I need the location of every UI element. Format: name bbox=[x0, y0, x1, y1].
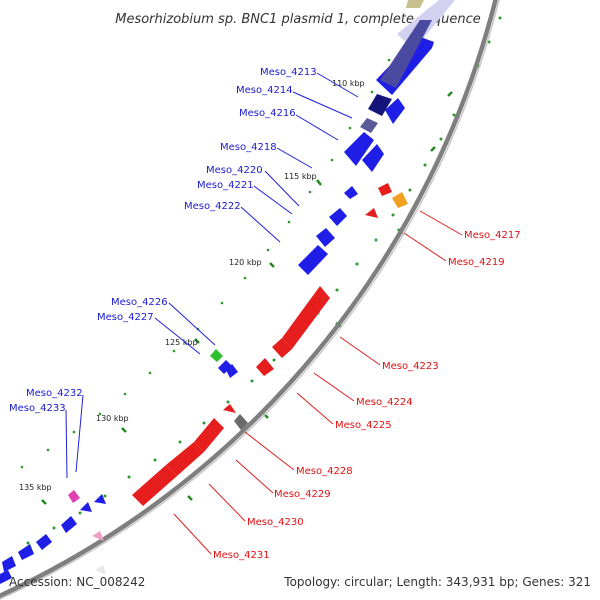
gene-arrow[interactable] bbox=[378, 183, 392, 196]
scale-label-115: 115 kbp bbox=[284, 172, 317, 181]
gene-arrow[interactable] bbox=[282, 286, 330, 349]
gene-label-meso-4224[interactable]: Meso_4224 bbox=[356, 397, 413, 408]
map-title: Mesorhizobium sp. BNC1 plasmid 1, comple… bbox=[115, 12, 481, 27]
gene-arrow[interactable] bbox=[234, 414, 248, 430]
gene-arrow[interactable] bbox=[2, 556, 16, 572]
gene-label-meso-4230[interactable]: Meso_4230 bbox=[247, 517, 304, 528]
gene-arrow[interactable] bbox=[316, 228, 335, 247]
gene-label-meso-4226[interactable]: Meso_4226 bbox=[111, 297, 168, 308]
scale-label-110: 110 kbp bbox=[332, 79, 365, 88]
rrna-block[interactable] bbox=[360, 118, 378, 133]
gene-arrow[interactable] bbox=[80, 502, 92, 512]
gene-arrow[interactable] bbox=[95, 565, 106, 575]
gene-arrow[interactable] bbox=[218, 360, 232, 374]
gene-arrow[interactable] bbox=[365, 208, 378, 218]
gene-arrow[interactable] bbox=[392, 192, 408, 208]
trna-block[interactable] bbox=[406, 0, 424, 8]
scale-label-135: 135 kbp bbox=[19, 483, 52, 492]
gene-arrow[interactable] bbox=[272, 338, 292, 358]
gene-arrow[interactable] bbox=[36, 534, 52, 550]
gene-label-meso-4217[interactable]: Meso_4217 bbox=[464, 230, 521, 241]
gene-arrow[interactable] bbox=[223, 404, 236, 413]
summary-label: Topology: circular; Length: 343,931 bp; … bbox=[283, 575, 591, 589]
gene-label-meso-4233[interactable]: Meso_4233 bbox=[9, 403, 66, 414]
gene-label-meso-4225[interactable]: Meso_4225 bbox=[335, 420, 392, 431]
rrna-block[interactable] bbox=[368, 94, 392, 116]
gene-arrow[interactable] bbox=[210, 349, 223, 362]
forward-rna-track bbox=[68, 0, 432, 503]
backbone-shadow bbox=[0, 0, 500, 600]
gene-label-meso-4229[interactable]: Meso_4229 bbox=[274, 489, 331, 500]
gene-label-meso-4222[interactable]: Meso_4222 bbox=[184, 201, 241, 212]
gene-label-meso-4228[interactable]: Meso_4228 bbox=[296, 466, 353, 477]
reverse-gene-labels bbox=[173, 210, 463, 555]
scale-label-120: 120 kbp bbox=[229, 258, 262, 267]
gene-arrow[interactable] bbox=[94, 494, 106, 504]
scale-ticks: 110 kbp 115 kbp 120 kbp 125 kbp 130 kbp … bbox=[19, 79, 365, 492]
gene-arrow[interactable] bbox=[226, 364, 238, 378]
gene-arrow[interactable] bbox=[256, 358, 274, 376]
gene-arrow[interactable] bbox=[329, 208, 347, 226]
gene-label-meso-4218[interactable]: Meso_4218 bbox=[220, 142, 277, 153]
gene-arrow[interactable] bbox=[344, 132, 374, 166]
scale-label-130: 130 kbp bbox=[96, 414, 129, 423]
gene-label-meso-4231[interactable]: Meso_4231 bbox=[213, 550, 270, 561]
gene-label-meso-4221[interactable]: Meso_4221 bbox=[197, 180, 254, 191]
gene-arrow[interactable] bbox=[298, 245, 328, 275]
gene-label-meso-4220[interactable]: Meso_4220 bbox=[206, 165, 263, 176]
gene-arrow[interactable] bbox=[385, 98, 405, 124]
scale-label-125: 125 kbp bbox=[165, 338, 198, 347]
gene-arrow[interactable] bbox=[68, 490, 80, 503]
gc-dashes bbox=[41, 91, 453, 505]
rrna-block[interactable] bbox=[380, 20, 432, 88]
gene-label-meso-4213[interactable]: Meso_4213 bbox=[260, 67, 317, 78]
gene-arrow[interactable] bbox=[362, 144, 384, 172]
gene-arrow[interactable] bbox=[194, 418, 224, 452]
gene-arrow[interactable] bbox=[166, 442, 204, 476]
gene-label-meso-4214[interactable]: Meso_4214 bbox=[236, 85, 293, 96]
gene-arrow[interactable] bbox=[0, 570, 12, 584]
gene-arrow[interactable] bbox=[61, 516, 77, 533]
gene-arrow[interactable] bbox=[18, 544, 34, 560]
backbone-circle bbox=[0, 0, 498, 599]
forward-gene-labels bbox=[65, 72, 359, 479]
gene-label-meso-4216[interactable]: Meso_4216 bbox=[239, 108, 296, 119]
gene-label-meso-4219[interactable]: Meso_4219 bbox=[448, 257, 505, 268]
gene-arrow[interactable] bbox=[132, 465, 177, 506]
forward-cds-track bbox=[0, 0, 455, 584]
gene-label-meso-4227[interactable]: Meso_4227 bbox=[97, 312, 154, 323]
reverse-cds-track bbox=[92, 183, 408, 575]
gene-arrow[interactable] bbox=[92, 531, 104, 541]
reverse-gene-label-texts: Meso_4217 Meso_4219 Meso_4223 Meso_4224 … bbox=[213, 230, 521, 561]
gene-arrow[interactable] bbox=[344, 186, 358, 199]
accession-label: Accession: NC_008242 bbox=[9, 575, 145, 589]
gene-label-meso-4232[interactable]: Meso_4232 bbox=[26, 388, 83, 399]
forward-gene-label-texts: Meso_4213 Meso_4214 Meso_4216 Meso_4218 … bbox=[9, 67, 317, 414]
gene-label-meso-4223[interactable]: Meso_4223 bbox=[382, 361, 439, 372]
